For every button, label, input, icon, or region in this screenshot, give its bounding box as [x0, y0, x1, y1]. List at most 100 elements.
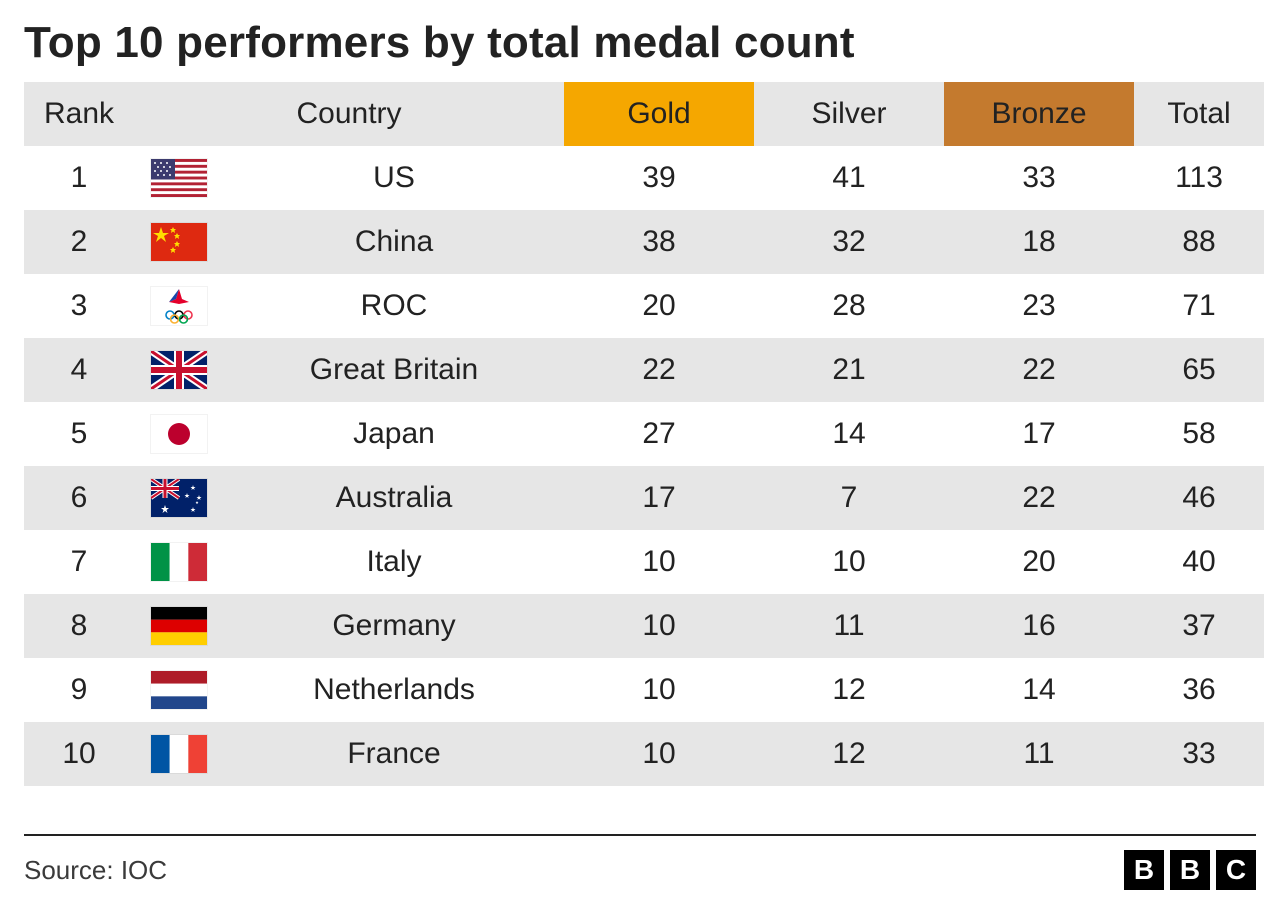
bronze-cell: 14	[944, 658, 1134, 722]
silver-cell: 12	[754, 722, 944, 786]
country-cell: Japan	[224, 402, 564, 466]
source-label: Source: IOC	[24, 855, 167, 886]
bbc-logo-letter: B	[1124, 850, 1164, 890]
col-bronze: Bronze	[944, 82, 1134, 146]
silver-cell: 10	[754, 530, 944, 594]
country-cell: Germany	[224, 594, 564, 658]
country-cell: France	[224, 722, 564, 786]
rank-cell: 8	[24, 594, 134, 658]
total-cell: 71	[1134, 274, 1264, 338]
total-cell: 88	[1134, 210, 1264, 274]
bronze-cell: 11	[944, 722, 1134, 786]
rank-cell: 5	[24, 402, 134, 466]
flag-cell	[134, 146, 224, 210]
rank-cell: 9	[24, 658, 134, 722]
gold-cell: 20	[564, 274, 754, 338]
gold-cell: 27	[564, 402, 754, 466]
flag-cell	[134, 338, 224, 402]
roc-flag-icon	[151, 287, 207, 325]
rank-cell: 10	[24, 722, 134, 786]
col-gold: Gold	[564, 82, 754, 146]
table-row: 4Great Britain22212265	[24, 338, 1264, 402]
country-cell: ROC	[224, 274, 564, 338]
us-flag-icon	[151, 159, 207, 197]
cn-flag-icon	[151, 223, 207, 261]
bronze-cell: 22	[944, 466, 1134, 530]
gold-cell: 22	[564, 338, 754, 402]
gold-cell: 10	[564, 658, 754, 722]
total-cell: 46	[1134, 466, 1264, 530]
table-row: 6 Australia1772246	[24, 466, 1264, 530]
medal-table: Rank Country Gold Silver Bronze Total 1 U…	[24, 82, 1264, 786]
flag-cell	[134, 658, 224, 722]
gold-cell: 10	[564, 530, 754, 594]
table-row: 8 Germany10111637	[24, 594, 1264, 658]
rank-cell: 4	[24, 338, 134, 402]
rank-cell: 1	[24, 146, 134, 210]
country-cell: Netherlands	[224, 658, 564, 722]
total-cell: 36	[1134, 658, 1264, 722]
table-row: 1US394133113	[24, 146, 1264, 210]
bronze-cell: 18	[944, 210, 1134, 274]
bronze-cell: 22	[944, 338, 1134, 402]
silver-cell: 28	[754, 274, 944, 338]
rank-cell: 2	[24, 210, 134, 274]
it-flag-icon	[151, 543, 207, 581]
bbc-logo-letter: B	[1170, 850, 1210, 890]
flag-cell	[134, 722, 224, 786]
bronze-cell: 17	[944, 402, 1134, 466]
country-cell: Italy	[224, 530, 564, 594]
rank-cell: 6	[24, 466, 134, 530]
rank-cell: 7	[24, 530, 134, 594]
silver-cell: 41	[754, 146, 944, 210]
silver-cell: 11	[754, 594, 944, 658]
table-row: 9 Netherlands10121436	[24, 658, 1264, 722]
flag-cell	[134, 466, 224, 530]
silver-cell: 32	[754, 210, 944, 274]
fr-flag-icon	[151, 735, 207, 773]
au-flag-icon	[151, 479, 207, 517]
bronze-cell: 16	[944, 594, 1134, 658]
country-cell: US	[224, 146, 564, 210]
jp-flag-icon	[151, 415, 207, 453]
gold-cell: 17	[564, 466, 754, 530]
total-cell: 113	[1134, 146, 1264, 210]
bbc-logo: B B C	[1124, 850, 1256, 890]
col-total: Total	[1134, 82, 1264, 146]
table-row: 7Italy10102040	[24, 530, 1264, 594]
table-header-row: Rank Country Gold Silver Bronze Total	[24, 82, 1264, 146]
silver-cell: 14	[754, 402, 944, 466]
silver-cell: 7	[754, 466, 944, 530]
country-cell: China	[224, 210, 564, 274]
gold-cell: 10	[564, 594, 754, 658]
flag-cell	[134, 210, 224, 274]
total-cell: 37	[1134, 594, 1264, 658]
gb-flag-icon	[151, 351, 207, 389]
table-row: 3 ROC20282371	[24, 274, 1264, 338]
table-row: 5 Japan27141758	[24, 402, 1264, 466]
gold-cell: 10	[564, 722, 754, 786]
silver-cell: 12	[754, 658, 944, 722]
bronze-cell: 20	[944, 530, 1134, 594]
flag-cell	[134, 530, 224, 594]
col-country: Country	[134, 82, 564, 146]
table-row: 2 China38321888	[24, 210, 1264, 274]
rank-cell: 3	[24, 274, 134, 338]
country-cell: Australia	[224, 466, 564, 530]
silver-cell: 21	[754, 338, 944, 402]
col-silver: Silver	[754, 82, 944, 146]
chart-title: Top 10 performers by total medal count	[24, 18, 1256, 68]
bbc-logo-letter: C	[1216, 850, 1256, 890]
gold-cell: 38	[564, 210, 754, 274]
total-cell: 65	[1134, 338, 1264, 402]
nl-flag-icon	[151, 671, 207, 709]
total-cell: 33	[1134, 722, 1264, 786]
total-cell: 58	[1134, 402, 1264, 466]
table-row: 10France10121133	[24, 722, 1264, 786]
bronze-cell: 23	[944, 274, 1134, 338]
col-rank: Rank	[24, 82, 134, 146]
flag-cell	[134, 594, 224, 658]
gold-cell: 39	[564, 146, 754, 210]
flag-cell	[134, 274, 224, 338]
flag-cell	[134, 402, 224, 466]
